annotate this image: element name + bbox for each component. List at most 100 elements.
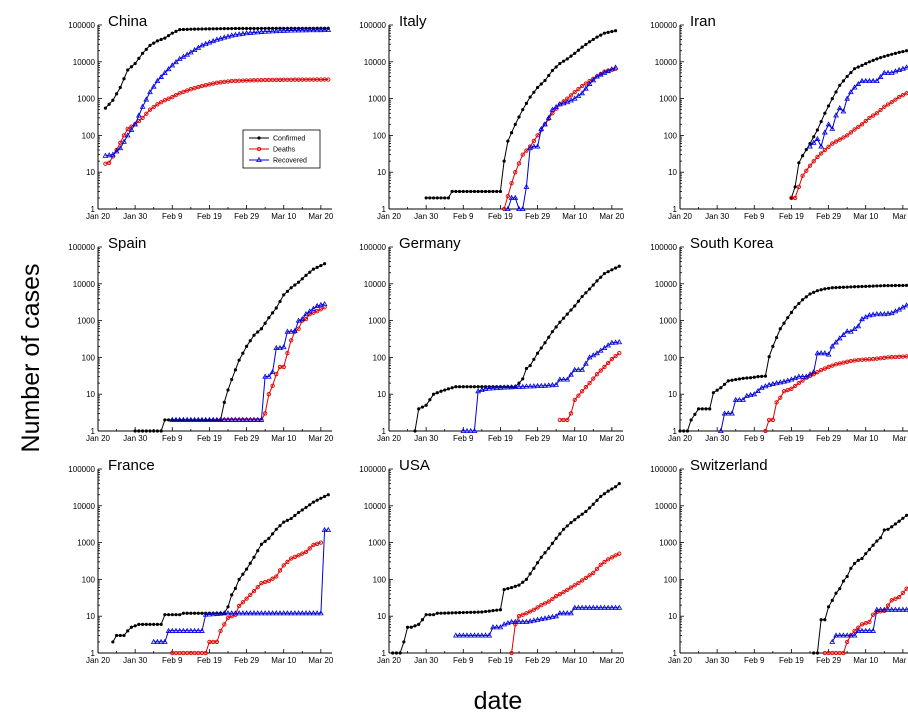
data-point xyxy=(851,325,858,331)
data-point xyxy=(602,559,607,565)
series-deaths xyxy=(170,540,324,656)
data-point xyxy=(591,570,596,576)
panel-spain: 1 10 100 1000 10000 100000 Jan 20 Jan 30 Feb 9 Fe… xyxy=(68,235,334,443)
y-tick-label: 1000 xyxy=(77,95,95,104)
data-point xyxy=(200,611,204,615)
data-point xyxy=(180,627,187,633)
data-point xyxy=(280,27,287,33)
data-point xyxy=(763,428,768,434)
data-point xyxy=(571,95,578,101)
x-tick-label: Jan 20 xyxy=(668,656,693,665)
data-point xyxy=(808,292,812,296)
data-point xyxy=(565,587,570,593)
data-point xyxy=(189,611,193,615)
data-point xyxy=(454,385,458,389)
data-point xyxy=(833,339,839,345)
x-tick-label: Feb 9 xyxy=(162,434,183,443)
data-point xyxy=(829,638,836,644)
data-point xyxy=(482,632,489,638)
data-point xyxy=(571,366,578,372)
data-point xyxy=(785,387,790,393)
data-point xyxy=(591,283,595,287)
data-point xyxy=(864,552,868,556)
data-point xyxy=(560,100,567,106)
data-point xyxy=(606,489,610,493)
data-point xyxy=(795,373,802,379)
data-point xyxy=(774,335,779,340)
data-point xyxy=(413,429,417,433)
data-point xyxy=(855,323,862,329)
data-point xyxy=(836,335,843,341)
data-point xyxy=(881,69,888,75)
y-tick-label: 100 xyxy=(373,131,387,140)
data-point xyxy=(311,500,316,504)
series-deaths xyxy=(789,91,908,201)
data-point xyxy=(314,309,320,314)
data-point xyxy=(254,416,261,422)
data-point xyxy=(284,27,291,33)
data-point xyxy=(420,618,425,622)
legend-label: Deaths xyxy=(273,147,296,154)
data-point xyxy=(482,385,489,391)
data-point xyxy=(210,611,217,617)
data-point xyxy=(277,344,283,351)
data-point xyxy=(288,338,294,343)
data-point xyxy=(734,377,738,382)
data-point xyxy=(174,29,178,33)
data-point xyxy=(782,321,786,325)
y-tick-label: 100 xyxy=(82,131,96,140)
data-point xyxy=(135,112,142,118)
data-point xyxy=(602,364,607,370)
data-point xyxy=(605,342,612,348)
data-point xyxy=(532,90,536,94)
data-point xyxy=(144,111,149,116)
data-point xyxy=(213,36,220,42)
data-point xyxy=(881,606,888,612)
data-point xyxy=(867,60,872,64)
data-point xyxy=(147,107,153,112)
y-tick-label: 1 xyxy=(673,649,678,658)
data-point xyxy=(417,407,421,411)
data-point xyxy=(181,27,186,32)
y-tick-label: 100 xyxy=(664,575,678,584)
data-point xyxy=(899,606,906,612)
data-point xyxy=(295,317,302,323)
data-point xyxy=(165,66,172,72)
data-point xyxy=(274,306,278,310)
data-point xyxy=(184,627,191,633)
data-point xyxy=(210,416,217,422)
data-point xyxy=(762,383,769,389)
data-point xyxy=(769,380,776,386)
data-point xyxy=(226,605,230,609)
data-point xyxy=(778,395,783,400)
data-point xyxy=(523,383,530,389)
data-point xyxy=(899,65,906,71)
data-point xyxy=(460,632,467,638)
data-point xyxy=(870,113,876,118)
data-point xyxy=(815,289,820,293)
data-point xyxy=(148,622,152,626)
x-tick-label: Mar 20 xyxy=(308,434,333,443)
data-point xyxy=(128,126,135,132)
data-point xyxy=(844,133,850,138)
data-point xyxy=(892,606,899,612)
data-point xyxy=(617,351,622,356)
y-tick-label: 10 xyxy=(86,168,95,177)
data-point xyxy=(561,316,566,320)
data-point xyxy=(114,92,119,96)
data-point xyxy=(793,185,797,189)
data-point xyxy=(576,393,581,398)
data-point xyxy=(844,95,851,101)
data-point xyxy=(516,614,522,619)
data-point xyxy=(513,622,518,627)
data-point xyxy=(561,59,566,63)
data-point xyxy=(568,610,574,616)
x-tick-label: Mar 20 xyxy=(308,212,333,221)
data-point xyxy=(443,611,447,615)
data-point xyxy=(148,43,152,47)
data-point xyxy=(535,133,540,138)
data-point xyxy=(866,627,873,633)
data-point xyxy=(530,617,537,623)
data-point xyxy=(163,613,167,617)
y-tick-label: 1 xyxy=(91,649,96,658)
